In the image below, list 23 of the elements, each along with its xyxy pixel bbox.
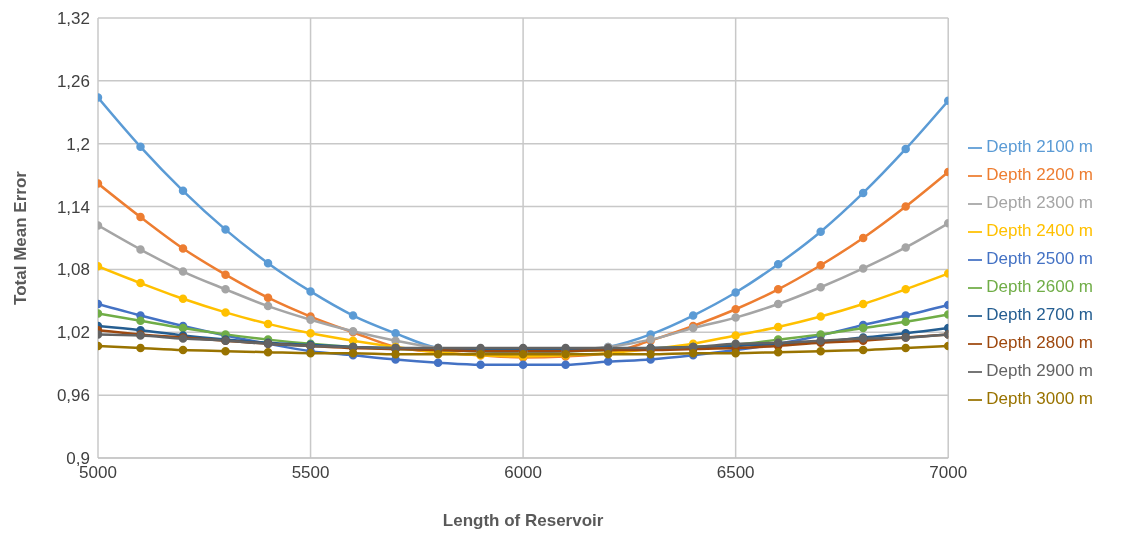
y-tick-label: 1,26 [56,71,90,91]
y-tick-label: 1,32 [56,9,90,29]
x-tick-label: 6000 [504,463,543,483]
legend-label: Depth 2800 m [986,333,1093,352]
y-tick-label: 1,2 [66,134,90,154]
y-tick-label: 1,14 [56,197,90,217]
x-axis-title: Length of Reservoir [442,511,604,530]
y-tick-label: 1,08 [56,260,90,280]
legend-label: Depth 2500 m [986,249,1093,268]
y-tick-label: 0,96 [56,386,90,406]
y-axis-title: Total Mean Error [11,170,31,305]
legend-label: Depth 2100 m [986,137,1093,156]
x-tick-label: 7000 [929,463,968,483]
legend-label: Depth 2300 m [986,193,1093,212]
legend-label: Depth 2400 m [986,221,1093,240]
legend-label: Depth 2200 m [986,165,1093,184]
legend-label: Depth 2600 m [986,277,1093,296]
legend-label: Depth 2900 m [986,361,1093,380]
x-tick-label: 6500 [716,463,755,483]
x-tick-label: 5500 [291,463,330,483]
y-tick-label: 1,02 [56,323,90,343]
legend-label: Depth 2700 m [986,305,1093,324]
legend-label: Depth 3000 m [986,389,1093,408]
